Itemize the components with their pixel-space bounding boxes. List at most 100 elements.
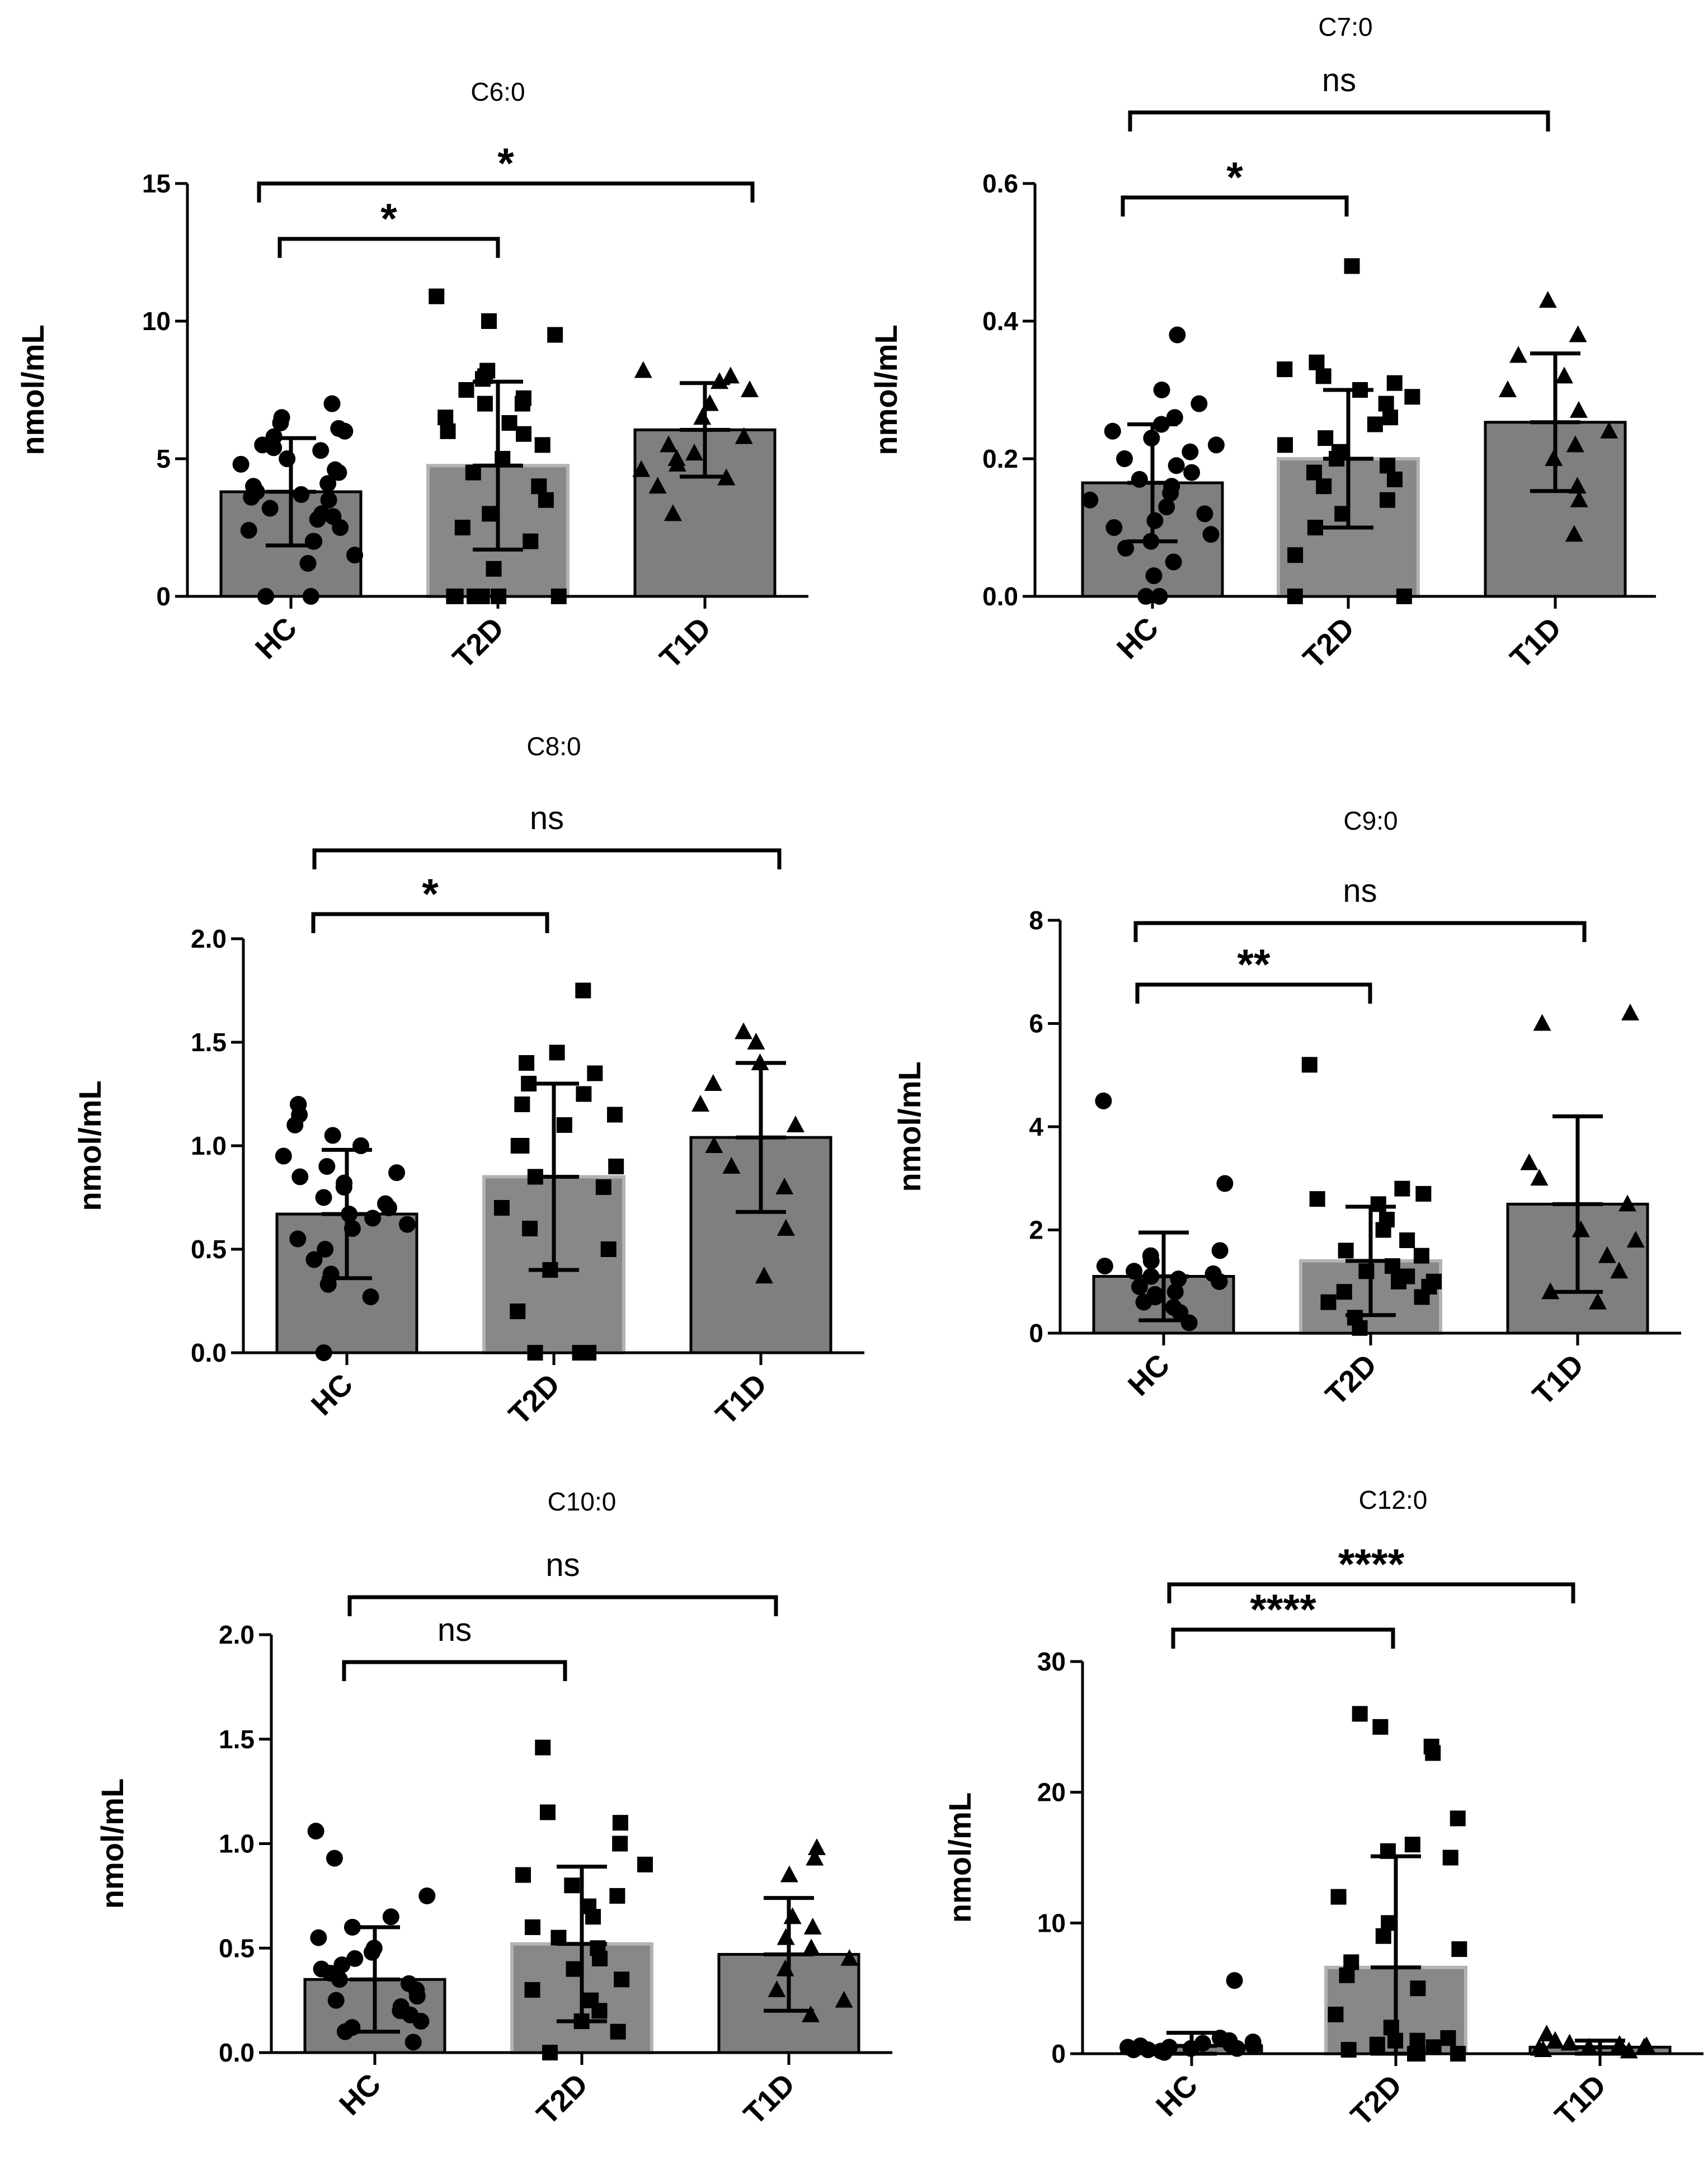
point-c8-0-t2d-22 xyxy=(575,982,591,999)
point-c10-0-t1d-8 xyxy=(783,1907,802,1924)
significance-label-c10-0-1: ns xyxy=(545,1547,580,1583)
point-c8-0-t1d-6 xyxy=(691,1095,710,1112)
point-c8-0-t2d-8 xyxy=(493,1200,510,1216)
point-c7-0-t2d-14 xyxy=(1367,416,1383,432)
y-tick-label-c10-0-0: 0.0 xyxy=(219,2038,255,2067)
point-c6-0-t2d-22 xyxy=(458,382,474,398)
point-c7-0-hc-9 xyxy=(1196,505,1213,523)
point-c12-0-hc-7 xyxy=(1119,2039,1136,2056)
point-c10-0-t2d-17 xyxy=(637,1856,653,1872)
point-c6-0-hc-20 xyxy=(232,455,250,473)
point-c8-0-t2d-4 xyxy=(510,1303,526,1319)
point-c9-0-t2d-4 xyxy=(1336,1284,1352,1300)
point-c8-0-hc-0 xyxy=(315,1344,332,1361)
point-c7-0-t2d-21 xyxy=(1277,361,1293,378)
point-c7-0-hc-18 xyxy=(1182,443,1199,460)
point-c8-0-t2d-13 xyxy=(514,1138,530,1154)
error-bar-c8-0-t1d xyxy=(736,1061,786,1214)
point-c8-0-t2d-11 xyxy=(608,1159,624,1174)
point-c10-0-t2d-7 xyxy=(566,1961,582,1977)
point-c8-0-hc-18 xyxy=(318,1158,336,1175)
point-c7-0-t2d-6 xyxy=(1316,478,1332,495)
point-c8-0-hc-16 xyxy=(291,1168,309,1185)
significance-bracket-c8-0-hc-t1d: ns xyxy=(312,800,782,869)
point-c6-0-hc-29 xyxy=(273,409,290,426)
significance-label-c12-0-1: **** xyxy=(1338,1541,1405,1588)
point-c10-0-hc-21 xyxy=(418,1887,436,1904)
point-c8-0-hc-25 xyxy=(290,1096,307,1113)
point-c8-0-t1d-4 xyxy=(705,1136,723,1153)
point-c6-0-t2d-20 xyxy=(477,396,493,412)
point-c10-0-t2d-0 xyxy=(542,2045,558,2060)
point-c8-0-t1d-5 xyxy=(786,1116,804,1132)
y-tick-label-c9-0-3: 6 xyxy=(1029,1009,1043,1038)
panel-title-c9-0: C9:0 xyxy=(1343,806,1398,835)
point-c9-0-t1d-7 xyxy=(1530,1169,1549,1186)
point-c9-0-hc-17 xyxy=(1211,1242,1229,1259)
point-c9-0-hc-19 xyxy=(1095,1092,1112,1109)
point-c6-0-t2d-14 xyxy=(534,437,550,453)
point-c9-0-t2d-2 xyxy=(1320,1294,1337,1310)
point-c6-0-t1d-14 xyxy=(634,361,652,378)
y-tick-label-c10-0-1: 0.5 xyxy=(219,1933,255,1963)
point-c9-0-t1d-2 xyxy=(1610,1262,1629,1279)
point-c10-0-t1d-2 xyxy=(768,1980,786,1997)
point-c7-0-hc-16 xyxy=(1168,457,1185,474)
point-c10-0-hc-15 xyxy=(346,1950,364,1967)
panel-title-c6-0: C6:0 xyxy=(470,77,525,106)
point-c12-0-t2d-6 xyxy=(1409,2032,1425,2049)
point-c8-0-hc-5 xyxy=(317,1241,334,1258)
y-tick-label-c12-0-0: 0 xyxy=(1051,2039,1066,2068)
point-c10-0-hc-13 xyxy=(313,1960,330,1978)
y-tick-label-c9-0-4: 8 xyxy=(1029,906,1043,935)
y-tick-label-c7-0-0: 0.0 xyxy=(982,582,1018,611)
point-c8-0-t1d-2 xyxy=(775,1178,794,1194)
point-c10-0-t2d-6 xyxy=(614,1971,630,1988)
point-c8-0-t2d-15 xyxy=(607,1107,623,1123)
point-c7-0-t2d-17 xyxy=(1404,389,1420,405)
point-c8-0-t2d-16 xyxy=(514,1097,530,1112)
category-label-c7-0-hc: HC xyxy=(1111,611,1165,666)
point-c10-0-hc-20 xyxy=(382,1908,399,1926)
point-c12-0-hc-15 xyxy=(1226,1972,1243,1989)
point-c7-0-t2d-8 xyxy=(1306,464,1322,481)
y-tick-label-c9-0-2: 4 xyxy=(1029,1112,1043,1141)
point-c7-0-t1d-10 xyxy=(1569,325,1587,342)
point-c6-0-t2d-9 xyxy=(482,506,498,522)
point-c12-0-t2d-24 xyxy=(1372,1719,1389,1735)
point-c8-0-t2d-19 xyxy=(587,1065,603,1081)
point-c10-0-hc-22 xyxy=(326,1850,343,1867)
panel-c6-0: C6:0 nmol/mL 0 5 10 15 HC T2D T1D * * xyxy=(15,77,808,675)
panel-title-c12-0: C12:0 xyxy=(1359,1485,1428,1514)
significance-bracket-c8-0-hc-t2d: * xyxy=(311,870,549,933)
point-c7-0-hc-8 xyxy=(1146,512,1164,529)
point-c7-0-t2d-22 xyxy=(1309,354,1325,370)
point-c10-0-t1d-6 xyxy=(777,1928,795,1945)
point-c9-0-t2d-20 xyxy=(1301,1057,1318,1073)
point-c6-0-t2d-16 xyxy=(440,423,456,439)
point-c7-0-t2d-3 xyxy=(1307,520,1323,535)
point-c7-0-hc-11 xyxy=(1081,491,1099,509)
point-c7-0-hc-10 xyxy=(1158,498,1175,516)
point-c7-0-t2d-16 xyxy=(1378,396,1394,412)
y-axis-label-c7-0: nmol/mL xyxy=(868,324,904,455)
category-label-c9-0-hc: HC xyxy=(1122,1348,1177,1403)
point-c9-0-hc-10 xyxy=(1170,1270,1187,1288)
point-c7-0-t1d-9 xyxy=(1509,346,1527,363)
point-c10-0-t2d-11 xyxy=(524,1919,540,1935)
y-axis-label-c9-0: nmol/mL xyxy=(892,1061,927,1192)
point-c12-0-hc-11 xyxy=(1194,2035,1211,2052)
point-c10-0-hc-6 xyxy=(392,1998,410,2015)
point-c9-0-hc-7 xyxy=(1131,1278,1148,1295)
point-c6-0-t2d-7 xyxy=(523,533,539,549)
y-tick-label-c9-0-1: 2 xyxy=(1029,1216,1043,1245)
point-c6-0-t2d-4 xyxy=(491,589,507,604)
category-label-c9-0-t2d: T2D xyxy=(1319,1348,1384,1412)
point-c8-0-t2d-7 xyxy=(522,1221,538,1236)
point-c8-0-t1d-0 xyxy=(755,1267,773,1284)
point-c6-0-hc-30 xyxy=(323,395,341,412)
point-c10-0-t2d-20 xyxy=(539,1804,556,1820)
point-c10-0-hc-23 xyxy=(307,1823,324,1840)
point-c7-0-t1d-7 xyxy=(1498,380,1517,397)
point-c7-0-hc-19 xyxy=(1207,436,1225,454)
